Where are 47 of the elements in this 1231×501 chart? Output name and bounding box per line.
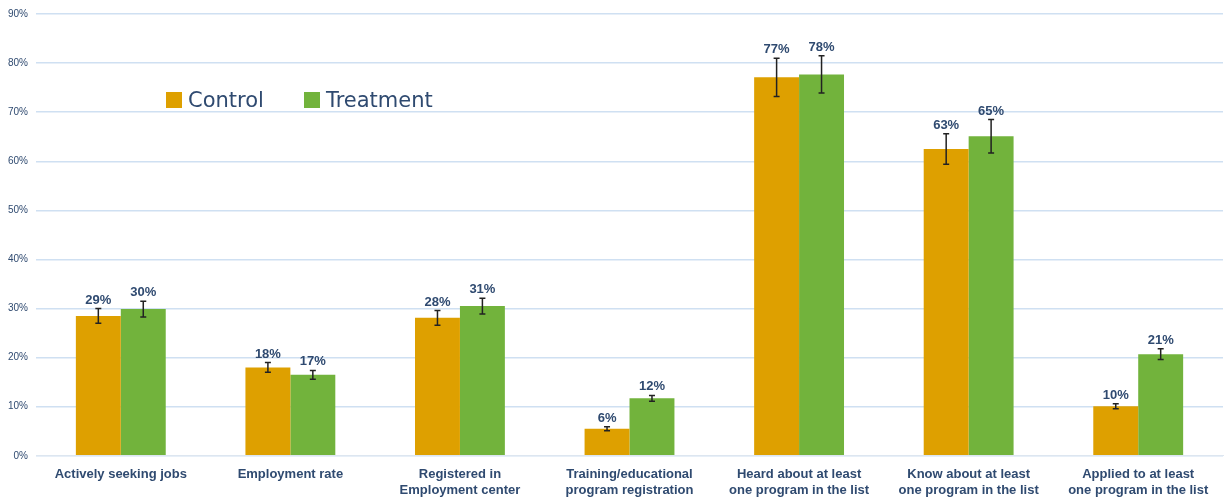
bar — [75, 315, 121, 456]
data-label: 10% — [1102, 386, 1130, 402]
y-tick-label: 0% — [13, 449, 29, 461]
bar — [459, 306, 505, 456]
data-label: 21% — [1147, 331, 1175, 347]
y-tick-label: 20% — [8, 351, 29, 363]
x-tick-label: Applied to at least one program in the list — [1068, 466, 1209, 497]
data-label: 17% — [299, 353, 327, 369]
data-label: 6% — [597, 409, 617, 425]
x-tick-label: Actively seeking jobs — [54, 466, 187, 482]
x-tick-label: Heard about at least one program in the list — [729, 466, 870, 497]
legend-label: Treatment — [325, 88, 433, 112]
bar — [754, 77, 800, 456]
legend-label: Control — [188, 88, 264, 112]
bar — [584, 428, 630, 456]
bar — [120, 309, 166, 456]
bar — [290, 374, 336, 456]
bar — [1138, 354, 1184, 456]
data-label: 63% — [933, 116, 960, 132]
y-tick-label: 30% — [8, 302, 29, 314]
x-tick-label: Know about at least one program in the list — [898, 466, 1040, 497]
bar — [923, 148, 969, 456]
bar — [799, 74, 845, 456]
data-label: 18% — [254, 345, 282, 361]
data-label: 29% — [85, 291, 112, 307]
y-tick-label: 80% — [8, 56, 29, 68]
data-label: 31% — [469, 281, 496, 297]
data-label: 77% — [763, 41, 791, 57]
y-tick-label: 70% — [8, 105, 29, 117]
bar — [1093, 406, 1139, 456]
y-tick-label: 90% — [8, 7, 29, 19]
bar — [245, 367, 291, 456]
x-tick-label: Registered in Employment center — [399, 466, 521, 497]
data-label: 65% — [978, 102, 1005, 118]
y-tick-label: 40% — [8, 253, 29, 265]
bar — [968, 136, 1014, 456]
data-label: 12% — [638, 378, 666, 394]
data-label: 28% — [424, 293, 451, 309]
data-label: 78% — [808, 38, 835, 54]
y-tick-label: 10% — [8, 400, 29, 412]
bar — [415, 317, 460, 456]
x-tick-label: Employment rate — [237, 466, 344, 482]
bar — [629, 398, 675, 456]
y-tick-label: 60% — [8, 155, 29, 167]
data-label: 30% — [130, 284, 157, 300]
y-tick-label: 50% — [8, 204, 29, 216]
x-tick-label: Training/educational program registration — [565, 466, 694, 497]
